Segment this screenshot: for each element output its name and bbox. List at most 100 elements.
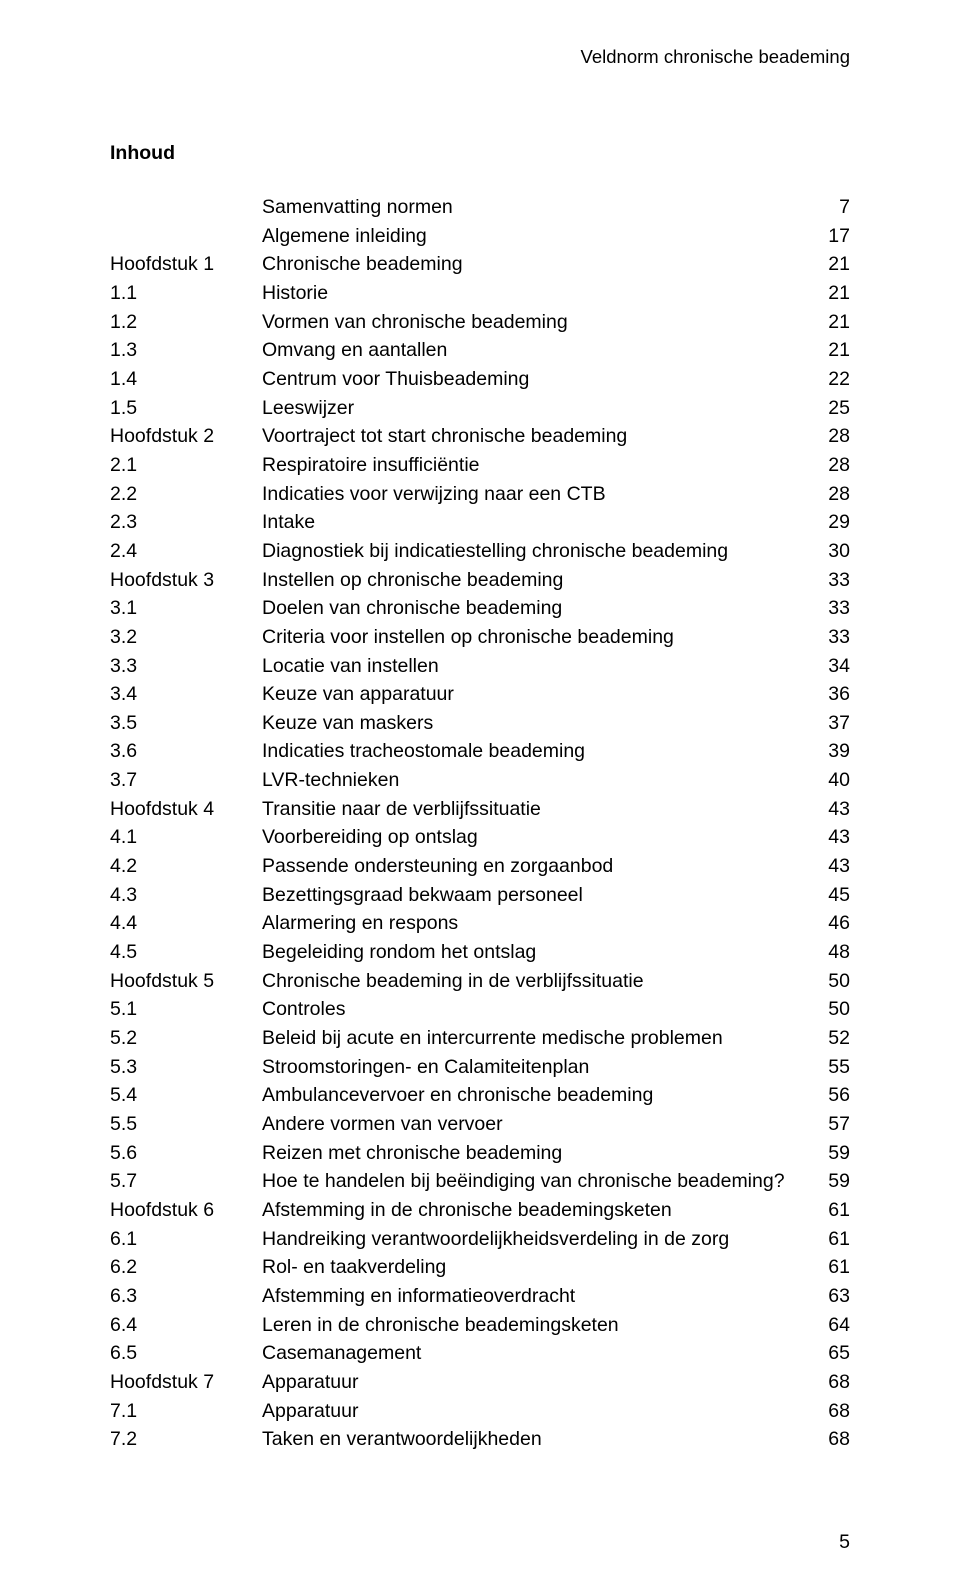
- toc-entry-number: 2.3: [110, 508, 262, 537]
- toc-row: 6.4Leren in de chronische beademingskete…: [110, 1311, 850, 1340]
- toc-entry-number: 1.3: [110, 336, 262, 365]
- toc-entry-page: 59: [802, 1167, 850, 1196]
- toc-entry-number: 6.5: [110, 1339, 262, 1368]
- toc-entry-page: 28: [802, 480, 850, 509]
- toc-entry-number: 6.3: [110, 1282, 262, 1311]
- toc-row: 3.7LVR-technieken40: [110, 766, 850, 795]
- toc-entry-page: 61: [802, 1225, 850, 1254]
- toc-row: 3.5Keuze van maskers37: [110, 709, 850, 738]
- toc-entry-number: Hoofdstuk 6: [110, 1196, 262, 1225]
- toc-entry-title: Alarmering en respons: [262, 909, 802, 938]
- toc-entry-title: Apparatuur: [262, 1397, 802, 1426]
- toc-entry-title: Doelen van chronische beademing: [262, 594, 802, 623]
- toc-row: 2.4Diagnostiek bij indicatiestelling chr…: [110, 537, 850, 566]
- toc-entry-number: Hoofdstuk 3: [110, 566, 262, 595]
- toc-row: 3.4Keuze van apparatuur36: [110, 680, 850, 709]
- toc-entry-title: Diagnostiek bij indicatiestelling chroni…: [262, 537, 802, 566]
- toc-row: 5.3Stroomstoringen- en Calamiteitenplan5…: [110, 1053, 850, 1082]
- toc-entry-page: 17: [802, 222, 850, 251]
- toc-entry-number: 6.4: [110, 1311, 262, 1340]
- toc-entry-title: Afstemming in de chronische beademingske…: [262, 1196, 802, 1225]
- toc-entry-title: Omvang en aantallen: [262, 336, 802, 365]
- toc-row: 3.3Locatie van instellen34: [110, 652, 850, 681]
- toc-row: 5.4Ambulancevervoer en chronische beadem…: [110, 1081, 850, 1110]
- toc-entry-number: 4.4: [110, 909, 262, 938]
- toc-entry-page: 33: [802, 623, 850, 652]
- toc-entry-title: Algemene inleiding: [262, 222, 802, 251]
- toc-entry-title: Beleid bij acute en intercurrente medisc…: [262, 1024, 802, 1053]
- toc-entry-title: Samenvatting normen: [262, 193, 802, 222]
- running-header: Veldnorm chronische beademing: [581, 46, 850, 68]
- toc-entry-page: 43: [802, 795, 850, 824]
- toc-entry-page: 56: [802, 1081, 850, 1110]
- toc-entry-title: Handreiking verantwoordelijkheidsverdeli…: [262, 1225, 802, 1254]
- toc-entry-page: 34: [802, 652, 850, 681]
- toc-entry-title: Voorbereiding op ontslag: [262, 823, 802, 852]
- toc-entry-number: Hoofdstuk 7: [110, 1368, 262, 1397]
- toc-entry-title: Indicaties tracheostomale beademing: [262, 737, 802, 766]
- toc-entry-page: 68: [802, 1425, 850, 1454]
- toc-entry-number: [110, 193, 262, 222]
- toc-entry-page: 68: [802, 1397, 850, 1426]
- toc-entry-number: 2.2: [110, 480, 262, 509]
- toc-row: 4.3Bezettingsgraad bekwaam personeel45: [110, 881, 850, 910]
- toc-entry-number: 7.2: [110, 1425, 262, 1454]
- toc-entry-number: 7.1: [110, 1397, 262, 1426]
- toc-row: 7.2Taken en verantwoordelijkheden68: [110, 1425, 850, 1454]
- toc-entry-number: 1.1: [110, 279, 262, 308]
- toc-row: 5.6Reizen met chronische beademing59: [110, 1139, 850, 1168]
- toc-entry-page: 21: [802, 336, 850, 365]
- toc-entry-title: Controles: [262, 995, 802, 1024]
- toc-entry-title: Begeleiding rondom het ontslag: [262, 938, 802, 967]
- toc-row: Hoofdstuk 1Chronische beademing21: [110, 250, 850, 279]
- toc-entry-number: 4.1: [110, 823, 262, 852]
- toc-row: 6.2Rol- en taakverdeling61: [110, 1253, 850, 1282]
- toc-entry-page: 21: [802, 279, 850, 308]
- page-number: 5: [839, 1531, 850, 1554]
- toc-row: 2.1Respiratoire insufficiëntie28: [110, 451, 850, 480]
- toc-entry-page: 64: [802, 1311, 850, 1340]
- toc-entry-number: 3.1: [110, 594, 262, 623]
- toc-row: Hoofdstuk 5Chronische beademing in de ve…: [110, 967, 850, 996]
- toc-entry-number: 3.6: [110, 737, 262, 766]
- toc-row: 7.1Apparatuur68: [110, 1397, 850, 1426]
- toc-entry-title: Rol- en taakverdeling: [262, 1253, 802, 1282]
- toc-entry-page: 43: [802, 852, 850, 881]
- toc-entry-page: 65: [802, 1339, 850, 1368]
- toc-entry-page: 63: [802, 1282, 850, 1311]
- toc-entry-number: 5.7: [110, 1167, 262, 1196]
- toc-entry-title: Apparatuur: [262, 1368, 802, 1397]
- toc-entry-title: Keuze van apparatuur: [262, 680, 802, 709]
- toc-entry-page: 59: [802, 1139, 850, 1168]
- page-title: Inhoud: [110, 142, 850, 165]
- toc-entry-title: Taken en verantwoordelijkheden: [262, 1425, 802, 1454]
- toc-entry-title: Vormen van chronische beademing: [262, 308, 802, 337]
- toc-entry-number: 6.2: [110, 1253, 262, 1282]
- toc-entry-number: 3.3: [110, 652, 262, 681]
- toc-entry-page: 30: [802, 537, 850, 566]
- toc-entry-number: 2.4: [110, 537, 262, 566]
- toc-entry-number: 4.2: [110, 852, 262, 881]
- toc-row: 2.3Intake29: [110, 508, 850, 537]
- toc-entry-page: 36: [802, 680, 850, 709]
- toc-row: Hoofdstuk 4Transitie naar de verblijfssi…: [110, 795, 850, 824]
- toc-entry-title: Respiratoire insufficiëntie: [262, 451, 802, 480]
- toc-entry-page: 7: [802, 193, 850, 222]
- toc-entry-page: 39: [802, 737, 850, 766]
- toc-entry-page: 28: [802, 451, 850, 480]
- toc-entry-title: Chronische beademing in de verblijfssitu…: [262, 967, 802, 996]
- toc-entry-page: 21: [802, 250, 850, 279]
- toc-entry-page: 68: [802, 1368, 850, 1397]
- toc-row: 4.2Passende ondersteuning en zorgaanbod4…: [110, 852, 850, 881]
- toc-entry-title: Transitie naar de verblijfssituatie: [262, 795, 802, 824]
- toc-row: 6.1Handreiking verantwoordelijkheidsverd…: [110, 1225, 850, 1254]
- toc-row: 5.7Hoe te handelen bij beëindiging van c…: [110, 1167, 850, 1196]
- toc-row: 4.1Voorbereiding op ontslag43: [110, 823, 850, 852]
- toc-entry-number: 1.5: [110, 394, 262, 423]
- toc-entry-title: Hoe te handelen bij beëindiging van chro…: [262, 1167, 802, 1196]
- toc-entry-title: Instellen op chronische beademing: [262, 566, 802, 595]
- toc-row: 1.3Omvang en aantallen21: [110, 336, 850, 365]
- toc-row: 3.2Criteria voor instellen op chronische…: [110, 623, 850, 652]
- toc-row: 5.1Controles50: [110, 995, 850, 1024]
- toc-entry-page: 50: [802, 995, 850, 1024]
